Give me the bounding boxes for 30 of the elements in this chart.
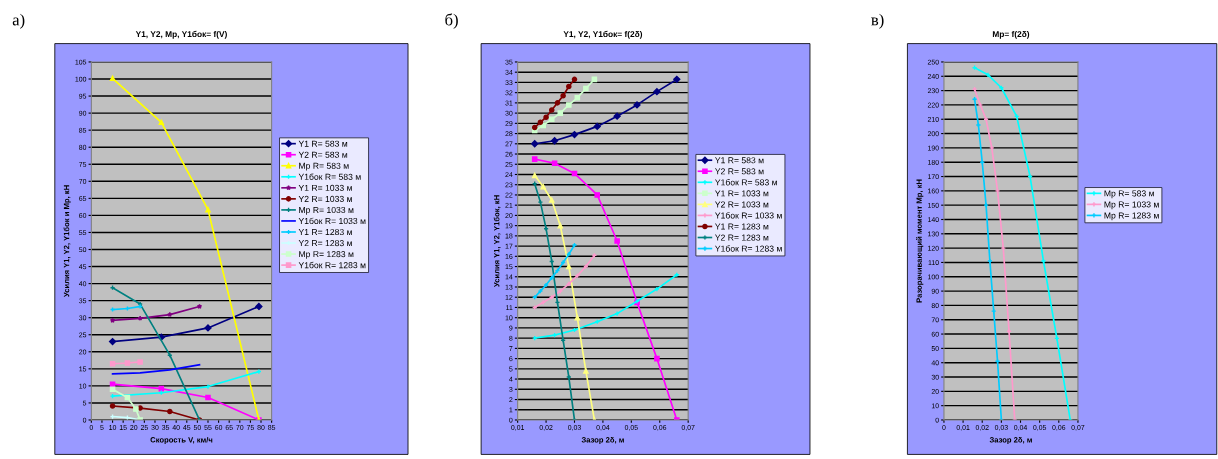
legend-label: Y1бок R= 1283 м [715, 245, 782, 252]
legend-label: Mр R= 1033 м [299, 206, 354, 215]
legend-label: Y1 R= 583 м [715, 157, 764, 164]
legend-label: Y1бок R= 1033 м [298, 217, 366, 225]
legend-label: Y2 R= 583 м [298, 151, 348, 158]
text: а) [12, 13, 25, 29]
legend-label: Y1 R= 1283 м [715, 223, 769, 230]
legend-label: Y1 R= 1283 м [298, 228, 352, 236]
text: в) [871, 13, 884, 29]
chart-title: Y1, Y2, Y1бок= f(2δ) [563, 30, 643, 39]
legend-label: Y2 R= 1033 м [298, 195, 352, 202]
legend-label: Y1 R= 1033 м [715, 190, 769, 197]
legend-label: Y1 R= 1033 м [298, 184, 352, 191]
chart-title: Y1, Y2, Mр, Y1бок= f(V) [135, 30, 227, 39]
legend-label: Y2 R= 1283 м [715, 234, 769, 241]
legend-label: Y2 R= 583 м [715, 168, 764, 175]
legend-label: Y1бок R= 1283 м [298, 261, 366, 269]
legend-label: Y2 R= 1283 м [298, 240, 352, 247]
legend-label: Mр R= 583 м [1104, 190, 1154, 199]
legend-label: Y1бок R= 583 м [298, 173, 361, 180]
legend-label: Y2 R= 1033 м [715, 201, 769, 208]
legend-label: Mр R= 1283 м [1104, 212, 1159, 221]
legend-label: Mр R= 1033 м [1104, 201, 1159, 210]
text: б) [445, 13, 458, 29]
legend-label: Mр R= 1283 м [299, 251, 354, 259]
legend-label: Y1 R= 583 м [298, 140, 348, 147]
legend-label: Y1бок R= 1033 м [715, 212, 782, 219]
legend-label: Y1бок R= 583 м [715, 179, 777, 186]
legend-label: Mр R= 583 м [299, 162, 349, 171]
chart-title: Mр= f(2δ) [992, 30, 1030, 39]
